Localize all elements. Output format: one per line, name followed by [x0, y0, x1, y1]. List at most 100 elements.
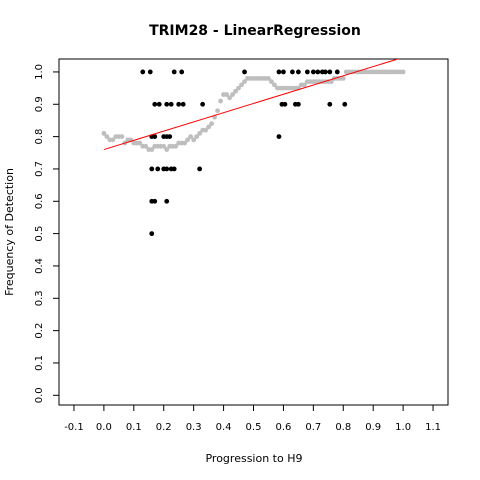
- smoothed-point: [185, 137, 191, 143]
- observed-point: [327, 101, 333, 107]
- x-tick-label: 0.6: [275, 422, 291, 433]
- x-axis: -0.1 0.0 0.1 0.2 0.3 0.4 0.5 0.6 0.7 0.8 0.9 1.0 1.1: [64, 405, 441, 433]
- observed-point: [164, 166, 170, 172]
- observed-point: [310, 69, 316, 75]
- observed-point: [179, 69, 185, 75]
- observed-point: [176, 101, 182, 107]
- chart-title: TRIM28 - LinearRegression: [149, 23, 361, 39]
- smoothed-point: [110, 137, 116, 143]
- x-tick-label: 0.4: [216, 422, 232, 433]
- smoothed-point: [206, 124, 212, 130]
- observed-point: [167, 134, 173, 140]
- y-tick-label: 0.3: [34, 290, 45, 306]
- observed-point: [171, 69, 177, 75]
- y-axis: 0.0 0.1 0.2 0.3 0.4 0.5 0.6 0.7 0.8 0.9 1.0: [34, 64, 59, 403]
- observed-point: [164, 198, 170, 204]
- smoothed-point: [224, 92, 229, 97]
- x-tick-label: 0.5: [246, 422, 262, 433]
- observed-point: [334, 69, 340, 75]
- observed-point: [156, 101, 162, 107]
- x-tick-label: 0.7: [305, 422, 321, 433]
- smoothed-point: [236, 85, 241, 91]
- smoothed-point: [182, 140, 188, 146]
- observed-point: [168, 101, 174, 107]
- smoothed-point: [328, 79, 334, 85]
- observed-point: [155, 166, 161, 172]
- observed-point: [171, 166, 177, 172]
- y-tick-label: 0.7: [34, 161, 45, 177]
- x-tick-label: 0.3: [186, 422, 202, 433]
- observed-point: [164, 101, 170, 107]
- smoothed-point: [161, 143, 167, 149]
- x-axis-label: Progression to H9: [205, 452, 302, 465]
- smoothed-point: [272, 82, 277, 88]
- smoothed-point: [149, 147, 155, 152]
- smoothed-point: [191, 137, 197, 143]
- y-tick-label: 0.9: [34, 96, 45, 112]
- observed-point: [147, 69, 153, 75]
- y-tick-label: 0.4: [34, 258, 45, 274]
- y-tick-label: 0.1: [34, 355, 45, 371]
- smoothed-point: [340, 76, 346, 81]
- smoothed-point: [164, 147, 170, 152]
- plot-frame: [58, 58, 449, 406]
- smoothed-point: [301, 82, 307, 88]
- observed-point: [327, 69, 333, 75]
- smoothed-point: [227, 95, 232, 101]
- smoothed-point: [104, 134, 110, 140]
- smoothed-point: [233, 88, 238, 94]
- x-tick-label: 0.1: [126, 422, 142, 433]
- y-tick-label: 1.0: [34, 64, 45, 80]
- smoothed-point: [242, 79, 247, 85]
- smoothed-point: [239, 82, 244, 88]
- observed-point: [152, 198, 158, 204]
- smoothed-point: [137, 140, 143, 146]
- y-tick-label: 0.8: [34, 129, 45, 145]
- observed-point: [242, 69, 247, 75]
- smoothed-point: [197, 130, 203, 136]
- observed-point: [322, 69, 328, 75]
- x-tick-label: -0.1: [64, 422, 84, 433]
- smoothed-point: [215, 108, 220, 114]
- x-tick-label: 0.2: [156, 422, 172, 433]
- regression-line: [103, 59, 400, 151]
- smoothed-point: [269, 79, 274, 85]
- smoothed-point: [119, 134, 125, 140]
- plot-marks: [101, 59, 406, 237]
- x-tick-label: 0.8: [335, 422, 351, 433]
- y-tick-label: 0.2: [34, 323, 45, 339]
- y-tick-label: 0.5: [34, 226, 45, 242]
- smoothed-point: [203, 127, 209, 133]
- smoothed-point: [173, 143, 179, 149]
- observed-point: [281, 69, 286, 75]
- x-tick-label: 0.0: [96, 422, 112, 433]
- smoothed-point: [188, 134, 194, 140]
- observed-point: [290, 69, 295, 75]
- observed-point: [304, 69, 310, 75]
- smoothed-point: [101, 130, 107, 136]
- smoothed-point: [194, 134, 200, 140]
- observed-point: [152, 101, 158, 107]
- observed-point: [282, 101, 288, 107]
- smoothed-point: [400, 69, 406, 75]
- x-tick-label: 1.1: [425, 422, 441, 433]
- observed-point: [149, 166, 155, 172]
- y-tick-label: 0.0: [34, 387, 45, 403]
- smoothed-point: [143, 143, 149, 149]
- y-axis-label: Frequency of Detection: [3, 168, 16, 296]
- observed-point: [276, 69, 282, 75]
- observed-point: [140, 69, 146, 75]
- observed-point: [200, 101, 206, 107]
- observed-point: [276, 134, 282, 140]
- smoothed-point: [209, 121, 215, 127]
- smoothed-point: [218, 98, 223, 104]
- observed-point: [295, 101, 301, 107]
- y-tick-label: 0.6: [34, 193, 45, 209]
- observed-point: [149, 231, 155, 237]
- observed-point: [152, 134, 158, 140]
- observed-point: [295, 69, 301, 75]
- observed-point: [180, 101, 186, 107]
- observed-point: [315, 69, 321, 75]
- observed-point: [342, 101, 348, 107]
